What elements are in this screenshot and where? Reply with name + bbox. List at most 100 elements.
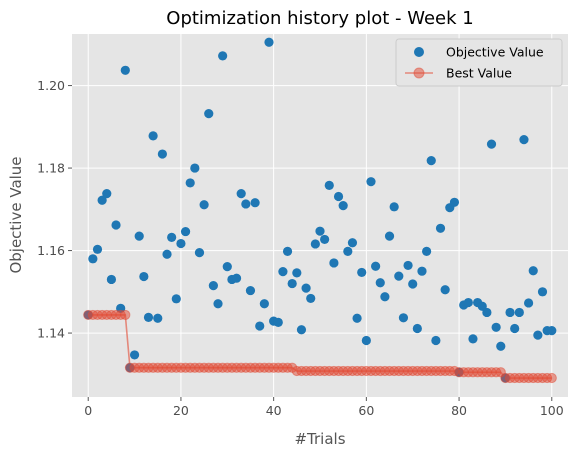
- objective-value-point: [106, 274, 117, 285]
- objective-value-point: [162, 249, 172, 259]
- objective-value-point: [537, 287, 548, 297]
- objective-value-point: [333, 191, 344, 202]
- objective-value-point: [463, 297, 473, 308]
- objective-value-point: [97, 195, 107, 205]
- objective-value-point: [176, 238, 186, 249]
- objective-value-point: [519, 135, 529, 145]
- objective-value-point: [134, 231, 144, 241]
- chart-title: Optimization history plot - Week 1: [166, 8, 473, 29]
- objective-value-point: [241, 199, 251, 209]
- objective-value-point: [92, 244, 103, 254]
- objective-value-point: [361, 335, 371, 346]
- objective-value-point: [250, 198, 260, 208]
- objective-value-point: [282, 246, 293, 256]
- objective-value-point: [491, 322, 501, 332]
- y-tick-label: 1.16: [37, 243, 65, 258]
- legend-objective-label: Objective Value: [446, 45, 544, 60]
- objective-value-point: [120, 65, 130, 75]
- x-tick-label: 40: [266, 403, 282, 418]
- objective-value-point: [389, 202, 399, 212]
- objective-value-point: [315, 226, 325, 236]
- legend-best-label: Best Value: [446, 66, 512, 81]
- objective-value-point: [408, 279, 418, 289]
- objective-value-point: [422, 246, 432, 256]
- x-tick-label: 80: [451, 403, 467, 418]
- objective-value-point: [412, 323, 422, 334]
- objective-value-point: [190, 163, 200, 173]
- objective-value-point: [278, 267, 288, 277]
- objective-value-point: [148, 131, 158, 141]
- objective-value-point: [129, 350, 140, 360]
- objective-value-point: [245, 285, 256, 296]
- objective-value-point: [514, 307, 524, 318]
- objective-value-point: [310, 239, 320, 249]
- objective-value-point: [273, 317, 283, 327]
- objective-value-point: [213, 299, 223, 309]
- x-tick-label: 20: [173, 403, 189, 418]
- objective-value-point: [185, 178, 195, 188]
- legend-best-marker: [413, 67, 425, 79]
- objective-value-point: [375, 278, 385, 288]
- objective-value-point: [505, 307, 515, 318]
- plot-area: [72, 34, 568, 397]
- objective-value-point: [153, 313, 163, 323]
- objective-value-point: [371, 261, 381, 271]
- objective-value-point: [296, 325, 307, 335]
- objective-value-points: [83, 37, 557, 383]
- legend-objective-marker: [414, 47, 424, 57]
- objective-value-point: [222, 262, 232, 272]
- objective-value-point: [343, 246, 353, 256]
- objective-value-point: [468, 334, 478, 344]
- objective-value-point: [338, 201, 348, 211]
- objective-value-point: [357, 267, 367, 278]
- objective-value-point: [255, 321, 265, 331]
- y-tick-label: 1.14: [37, 326, 65, 341]
- objective-value-point: [259, 299, 269, 309]
- objective-value-point: [510, 323, 520, 334]
- objective-value-point: [139, 271, 149, 282]
- objective-value-point: [486, 139, 497, 149]
- x-tick-label: 100: [540, 403, 564, 418]
- objective-value-point: [384, 231, 395, 241]
- objective-value-point: [218, 51, 228, 61]
- objective-value-point: [435, 223, 446, 233]
- objective-value-point: [194, 248, 205, 258]
- y-tick-label: 1.20: [37, 78, 65, 93]
- objective-value-point: [533, 330, 543, 340]
- objective-value-point: [204, 109, 214, 119]
- legend: Objective Value Best Value: [395, 38, 563, 87]
- objective-value-point: [292, 268, 302, 278]
- objective-value-point: [301, 283, 311, 293]
- objective-value-point: [496, 341, 506, 351]
- objective-value-point: [199, 200, 209, 210]
- objective-value-point: [431, 335, 441, 346]
- objective-value-point: [380, 292, 390, 302]
- legend-box: [395, 38, 563, 87]
- objective-value-point: [482, 307, 492, 318]
- objective-value-point: [329, 258, 339, 268]
- x-tick-label: 60: [358, 403, 374, 418]
- objective-value-point: [171, 294, 181, 304]
- objective-value-point: [547, 325, 557, 336]
- objective-value-point: [417, 266, 427, 276]
- axis-ticks: 0 20 40 60 80 100 1.14 1.16 1.18 1.20: [37, 78, 564, 418]
- objective-value-point: [157, 149, 167, 159]
- objective-value-point: [287, 278, 297, 289]
- y-tick-label: 1.18: [37, 161, 65, 176]
- objective-value-point: [403, 260, 413, 271]
- objective-value-point: [449, 197, 460, 207]
- objective-value-point: [324, 180, 334, 190]
- objective-value-point: [264, 37, 274, 47]
- objective-value-point: [394, 271, 404, 281]
- objective-value-point: [111, 220, 121, 230]
- objective-value-point: [143, 312, 154, 322]
- y-axis-label: Objective Value: [7, 156, 25, 273]
- objective-value-point: [426, 156, 436, 166]
- objective-value-point: [398, 313, 409, 323]
- objective-value-point: [366, 177, 376, 187]
- objective-value-point: [236, 189, 246, 199]
- objective-value-point: [167, 232, 177, 242]
- x-axis-label: #Trials: [294, 430, 345, 448]
- objective-value-point: [352, 313, 362, 323]
